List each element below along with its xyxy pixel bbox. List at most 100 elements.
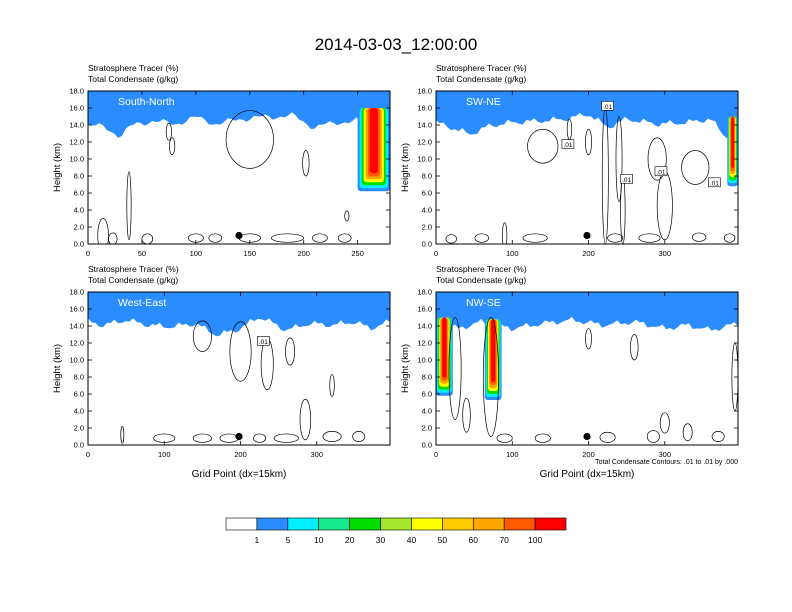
condensate-contour	[599, 431, 616, 443]
x-tick-label: 200	[297, 249, 310, 258]
x-tick-label: 300	[311, 450, 324, 459]
y-tick-label: 14.0	[69, 322, 84, 331]
colorbar-label: 40	[407, 535, 417, 545]
contour-label-box	[257, 335, 270, 346]
y-tick-label: 6.0	[74, 390, 84, 399]
y-tick-label: 14.0	[69, 121, 84, 130]
panel-title-condensate: Total Condensate (g/kg)	[88, 74, 178, 84]
condensate-contour	[522, 233, 548, 243]
tracer-intrusion	[442, 317, 447, 378]
y-tick-label: 12.0	[417, 138, 432, 147]
colorbar-label: 50	[438, 535, 448, 545]
panel-label: NW-SE	[466, 297, 501, 309]
condensate-contour	[723, 233, 736, 243]
y-tick-label: 12.0	[69, 339, 84, 348]
y-tick-label: 6.0	[422, 189, 432, 198]
condensate-contour	[534, 433, 551, 443]
condensate-contour	[682, 423, 693, 442]
x-axis-label: Grid Point (dx=15km)	[192, 469, 287, 480]
panel-title-tracer: Stratosphere Tracer (%)	[88, 63, 179, 73]
colorbar-label: 100	[528, 535, 542, 545]
y-tick-label: 4.0	[74, 407, 84, 416]
panel-title-condensate: Total Condensate (g/kg)	[436, 74, 526, 84]
y-tick-label: 10.0	[417, 155, 432, 164]
condensate-contour	[585, 128, 592, 156]
x-tick-label: 100	[506, 249, 519, 258]
panel-west-east: .01 West-East 0.0 2.0 4.0 6.0 8.0 10.0 12.0 14.0 1…	[52, 264, 391, 480]
condensate-contour	[108, 232, 118, 244]
tracer-intrusion	[369, 108, 378, 174]
contour-info-note: Total Condensate Contours: .01 to .01 by…	[595, 459, 738, 466]
condensate-contour	[646, 430, 660, 443]
plot-area: .01	[88, 292, 390, 445]
x-tick-label: 100	[158, 450, 171, 459]
y-tick-label: 8.0	[422, 172, 432, 181]
condensate-contour	[271, 233, 305, 243]
colorbar-swatch	[225, 517, 258, 531]
condensate-contour	[659, 412, 670, 434]
colorbar-label: 1	[255, 535, 260, 545]
colorbar-label: 5	[285, 535, 290, 545]
x-axis-label: Grid Point (dx=15km)	[540, 469, 635, 480]
y-axis-label: Height (km)	[52, 143, 63, 192]
y-axis-label: Height (km)	[400, 143, 411, 192]
y-tick-label: 16.0	[417, 104, 432, 113]
tracer-intrusion	[731, 116, 734, 169]
tracer-band	[88, 91, 390, 138]
condensate-contour	[474, 233, 489, 243]
y-tick-label: 0.0	[74, 240, 84, 249]
x-tick-label: 150	[244, 249, 257, 258]
condensate-contour	[647, 137, 667, 181]
plot-frame	[435, 291, 739, 446]
y-tick-label: 2.0	[74, 424, 84, 433]
colorbar-swatch	[534, 517, 567, 531]
colorbar-label: 30	[376, 535, 386, 545]
tracer-band	[436, 91, 738, 139]
condensate-contour	[299, 398, 312, 441]
condensate-contour	[302, 150, 310, 177]
y-tick-label: 18.0	[69, 288, 84, 297]
contour-label-box	[601, 101, 614, 111]
colorbar-swatch	[472, 517, 505, 531]
panel-title-condensate: Total Condensate (g/kg)	[436, 275, 526, 285]
plot-area: .01 .01 .01 .01 .01	[436, 91, 738, 244]
y-tick-label: 10.0	[69, 356, 84, 365]
x-tick-label: 300	[659, 450, 672, 459]
y-tick-label: 18.0	[69, 87, 84, 96]
x-tick-label: 100	[190, 249, 203, 258]
condensate-contour	[448, 317, 462, 420]
colorbar-label: 10	[314, 535, 324, 545]
contour-label: .01	[710, 180, 719, 187]
y-tick-label: 0.0	[74, 441, 84, 450]
panel-title-tracer: Stratosphere Tracer (%)	[436, 63, 527, 73]
condensate-contour	[527, 128, 559, 164]
condensate-contour	[496, 433, 513, 443]
condensate-contour	[126, 171, 132, 241]
condensate-contour	[225, 110, 274, 169]
y-tick-label: 10.0	[417, 356, 432, 365]
contour-label-box	[708, 177, 721, 188]
y-tick-label: 18.0	[417, 288, 432, 297]
colorbar-label: 20	[345, 535, 355, 545]
panel-label: South-North	[118, 96, 175, 108]
condensate-contour	[711, 431, 725, 442]
colorbar-swatch	[442, 517, 474, 531]
y-tick-label: 6.0	[74, 189, 84, 198]
y-tick-label: 4.0	[422, 206, 432, 215]
y-tick-label: 2.0	[422, 424, 432, 433]
condensate-contour	[311, 233, 328, 243]
colorbar-swatch	[411, 517, 443, 531]
condensate-contour	[482, 317, 499, 437]
condensate-contour	[329, 374, 335, 397]
location-marker	[235, 432, 243, 441]
panel-south-north: South-North 0.0 2.0 4.0 6.0 8.0 10.0 12.0 14.0 16…	[52, 63, 391, 258]
x-tick-label: 0	[434, 249, 438, 258]
condensate-contour	[585, 328, 592, 350]
y-tick-label: 18.0	[417, 87, 432, 96]
colorbar-swatch	[380, 517, 412, 531]
colorbar-swatch	[318, 517, 350, 531]
y-tick-label: 2.0	[74, 223, 84, 232]
condensate-contour	[97, 218, 109, 244]
x-tick-label: 0	[86, 249, 90, 258]
